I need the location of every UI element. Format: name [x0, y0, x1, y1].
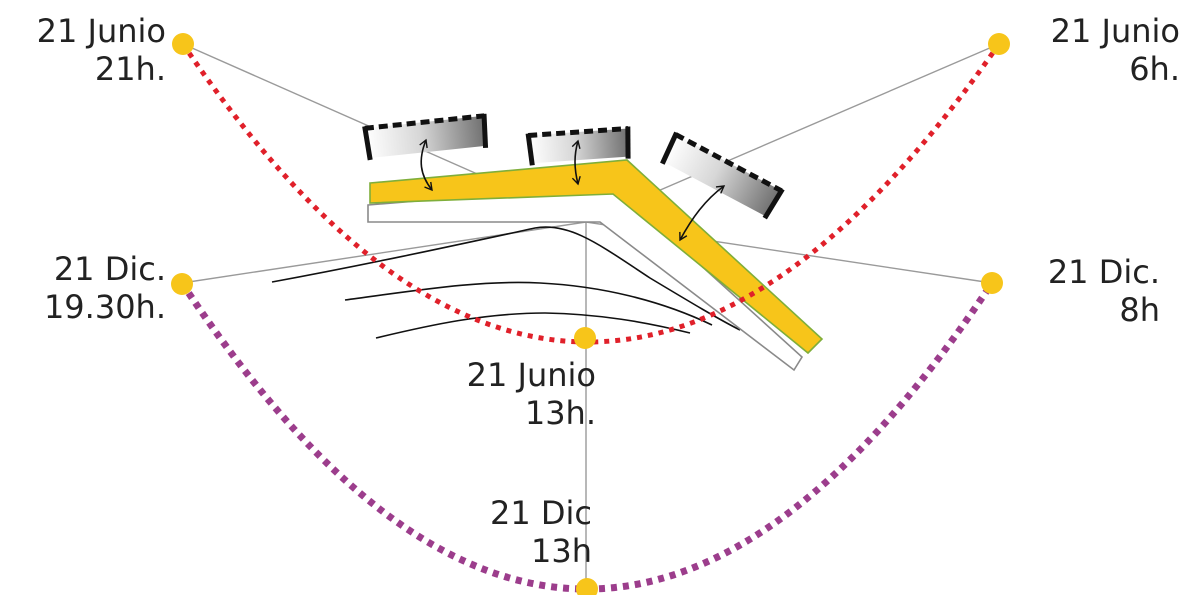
label-dic-13h: 21 Dic 13h — [440, 494, 592, 570]
label-date: 21 Dic. — [1047, 253, 1160, 291]
label-jun-13h: 21 Junio 13h. — [420, 356, 596, 432]
contour-line — [375, 312, 691, 339]
sun-markers — [171, 33, 1010, 595]
terrain-contours — [271, 226, 741, 339]
label-jun-21h: 21 Junio 21h. — [4, 12, 166, 88]
sun-marker-jun-6h — [988, 33, 1010, 55]
solar-panel — [525, 126, 631, 166]
building-shape — [369, 159, 824, 355]
winter-sun-path — [179, 281, 995, 593]
contour-line — [271, 226, 741, 331]
double-arrow — [679, 185, 726, 242]
label-dic-8h: 21 Dic. 8h — [1010, 253, 1160, 329]
sun-marker-dic-13h — [576, 578, 598, 595]
label-date: 21 Junio — [36, 12, 166, 50]
label-dic-1930h: 21 Dic. 19.30h. — [4, 250, 166, 326]
sun-marker-dic-1930h — [171, 273, 193, 295]
double-arrow — [571, 139, 581, 186]
summer-sun-path — [180, 42, 1002, 345]
offset-arrows — [419, 138, 726, 242]
label-date: 21 Dic — [489, 494, 592, 532]
sun-marker-dic-8h — [981, 272, 1003, 294]
sun-marker-jun-21h — [172, 33, 194, 55]
double-arrow — [419, 138, 433, 192]
solar-panel — [660, 131, 785, 220]
label-date: 21 Junio — [1050, 12, 1180, 50]
label-time: 19.30h. — [43, 288, 166, 326]
contour-line — [344, 281, 713, 326]
ray-dic-1930h — [181, 221, 587, 284]
label-time: 13h — [531, 532, 592, 570]
label-date: 21 Dic. — [53, 250, 166, 288]
label-time: 6h. — [1129, 50, 1180, 88]
sun-marker-jun-13h — [574, 327, 596, 349]
solar-panel — [362, 113, 489, 161]
label-date: 21 Junio — [466, 356, 596, 394]
label-time: 13h. — [524, 394, 596, 432]
label-time: 21h. — [94, 50, 166, 88]
label-time: 8h — [1119, 291, 1160, 329]
label-jun-6h: 21 Junio 6h. — [1010, 12, 1180, 88]
